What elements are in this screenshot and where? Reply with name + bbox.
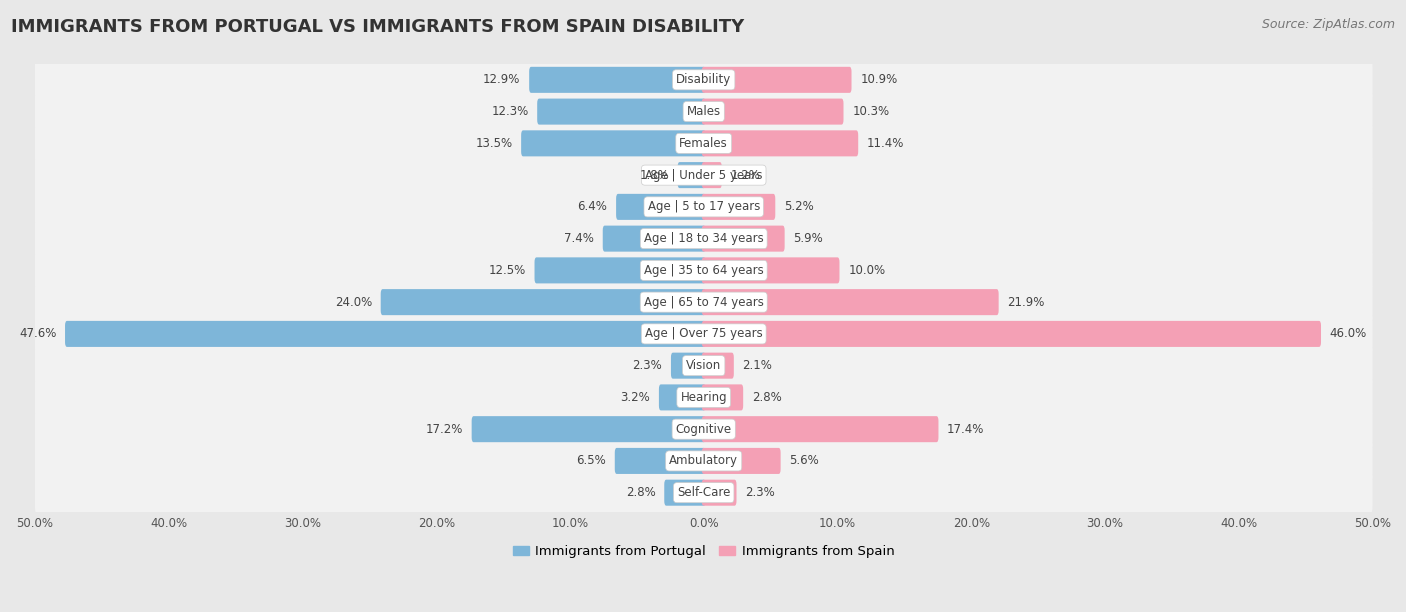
Text: 24.0%: 24.0% bbox=[335, 296, 373, 308]
Text: Hearing: Hearing bbox=[681, 391, 727, 404]
FancyBboxPatch shape bbox=[35, 469, 1372, 516]
Text: 7.4%: 7.4% bbox=[564, 232, 595, 245]
FancyBboxPatch shape bbox=[702, 416, 938, 442]
FancyBboxPatch shape bbox=[702, 384, 744, 411]
Text: 12.3%: 12.3% bbox=[491, 105, 529, 118]
FancyBboxPatch shape bbox=[702, 162, 721, 188]
Text: Females: Females bbox=[679, 137, 728, 150]
Text: Self-Care: Self-Care bbox=[678, 486, 730, 499]
FancyBboxPatch shape bbox=[35, 247, 1372, 294]
FancyBboxPatch shape bbox=[35, 152, 1372, 198]
FancyBboxPatch shape bbox=[35, 438, 1372, 484]
FancyBboxPatch shape bbox=[35, 120, 1372, 166]
Text: 1.8%: 1.8% bbox=[640, 169, 669, 182]
FancyBboxPatch shape bbox=[614, 448, 706, 474]
Text: 5.2%: 5.2% bbox=[785, 200, 814, 214]
Text: Source: ZipAtlas.com: Source: ZipAtlas.com bbox=[1261, 18, 1395, 31]
Text: 3.2%: 3.2% bbox=[620, 391, 650, 404]
Text: IMMIGRANTS FROM PORTUGAL VS IMMIGRANTS FROM SPAIN DISABILITY: IMMIGRANTS FROM PORTUGAL VS IMMIGRANTS F… bbox=[11, 18, 745, 36]
FancyBboxPatch shape bbox=[35, 279, 1372, 326]
Text: Age | Over 75 years: Age | Over 75 years bbox=[645, 327, 762, 340]
FancyBboxPatch shape bbox=[471, 416, 706, 442]
Text: 17.4%: 17.4% bbox=[948, 423, 984, 436]
FancyBboxPatch shape bbox=[702, 99, 844, 125]
FancyBboxPatch shape bbox=[381, 289, 706, 315]
FancyBboxPatch shape bbox=[702, 289, 998, 315]
FancyBboxPatch shape bbox=[534, 258, 706, 283]
FancyBboxPatch shape bbox=[603, 226, 706, 252]
Text: 10.3%: 10.3% bbox=[852, 105, 890, 118]
FancyBboxPatch shape bbox=[702, 321, 1322, 347]
Text: 10.9%: 10.9% bbox=[860, 73, 897, 86]
Text: Age | 65 to 74 years: Age | 65 to 74 years bbox=[644, 296, 763, 308]
Text: 47.6%: 47.6% bbox=[18, 327, 56, 340]
Text: Cognitive: Cognitive bbox=[676, 423, 731, 436]
Text: Disability: Disability bbox=[676, 73, 731, 86]
Text: Age | Under 5 years: Age | Under 5 years bbox=[645, 169, 762, 182]
FancyBboxPatch shape bbox=[702, 194, 775, 220]
Text: 11.4%: 11.4% bbox=[868, 137, 904, 150]
FancyBboxPatch shape bbox=[35, 374, 1372, 420]
Text: 1.2%: 1.2% bbox=[731, 169, 761, 182]
FancyBboxPatch shape bbox=[702, 353, 734, 379]
FancyBboxPatch shape bbox=[702, 448, 780, 474]
FancyBboxPatch shape bbox=[702, 226, 785, 252]
Text: 12.5%: 12.5% bbox=[488, 264, 526, 277]
FancyBboxPatch shape bbox=[35, 57, 1372, 103]
Text: 2.8%: 2.8% bbox=[752, 391, 782, 404]
FancyBboxPatch shape bbox=[702, 130, 858, 157]
Text: 21.9%: 21.9% bbox=[1007, 296, 1045, 308]
Text: Age | 18 to 34 years: Age | 18 to 34 years bbox=[644, 232, 763, 245]
FancyBboxPatch shape bbox=[702, 258, 839, 283]
Text: 5.6%: 5.6% bbox=[789, 455, 820, 468]
FancyBboxPatch shape bbox=[678, 162, 706, 188]
FancyBboxPatch shape bbox=[35, 406, 1372, 452]
Legend: Immigrants from Portugal, Immigrants from Spain: Immigrants from Portugal, Immigrants fro… bbox=[508, 540, 900, 564]
FancyBboxPatch shape bbox=[35, 184, 1372, 230]
FancyBboxPatch shape bbox=[537, 99, 706, 125]
Text: Age | 35 to 64 years: Age | 35 to 64 years bbox=[644, 264, 763, 277]
Text: Age | 5 to 17 years: Age | 5 to 17 years bbox=[648, 200, 759, 214]
FancyBboxPatch shape bbox=[529, 67, 706, 93]
Text: 12.9%: 12.9% bbox=[484, 73, 520, 86]
Text: 10.0%: 10.0% bbox=[848, 264, 886, 277]
FancyBboxPatch shape bbox=[664, 480, 706, 506]
Text: 2.1%: 2.1% bbox=[742, 359, 772, 372]
Text: 2.8%: 2.8% bbox=[626, 486, 655, 499]
FancyBboxPatch shape bbox=[65, 321, 706, 347]
FancyBboxPatch shape bbox=[659, 384, 706, 411]
Text: 6.5%: 6.5% bbox=[576, 455, 606, 468]
Text: 2.3%: 2.3% bbox=[633, 359, 662, 372]
FancyBboxPatch shape bbox=[522, 130, 706, 157]
FancyBboxPatch shape bbox=[616, 194, 706, 220]
Text: 6.4%: 6.4% bbox=[578, 200, 607, 214]
FancyBboxPatch shape bbox=[35, 311, 1372, 357]
FancyBboxPatch shape bbox=[702, 480, 737, 506]
Text: 13.5%: 13.5% bbox=[475, 137, 512, 150]
Text: 46.0%: 46.0% bbox=[1330, 327, 1367, 340]
Text: Ambulatory: Ambulatory bbox=[669, 455, 738, 468]
Text: 5.9%: 5.9% bbox=[793, 232, 823, 245]
Text: Vision: Vision bbox=[686, 359, 721, 372]
Text: 17.2%: 17.2% bbox=[426, 423, 463, 436]
FancyBboxPatch shape bbox=[702, 67, 852, 93]
FancyBboxPatch shape bbox=[35, 215, 1372, 262]
FancyBboxPatch shape bbox=[671, 353, 706, 379]
FancyBboxPatch shape bbox=[35, 343, 1372, 389]
FancyBboxPatch shape bbox=[35, 88, 1372, 135]
Text: Males: Males bbox=[686, 105, 721, 118]
Text: 2.3%: 2.3% bbox=[745, 486, 775, 499]
